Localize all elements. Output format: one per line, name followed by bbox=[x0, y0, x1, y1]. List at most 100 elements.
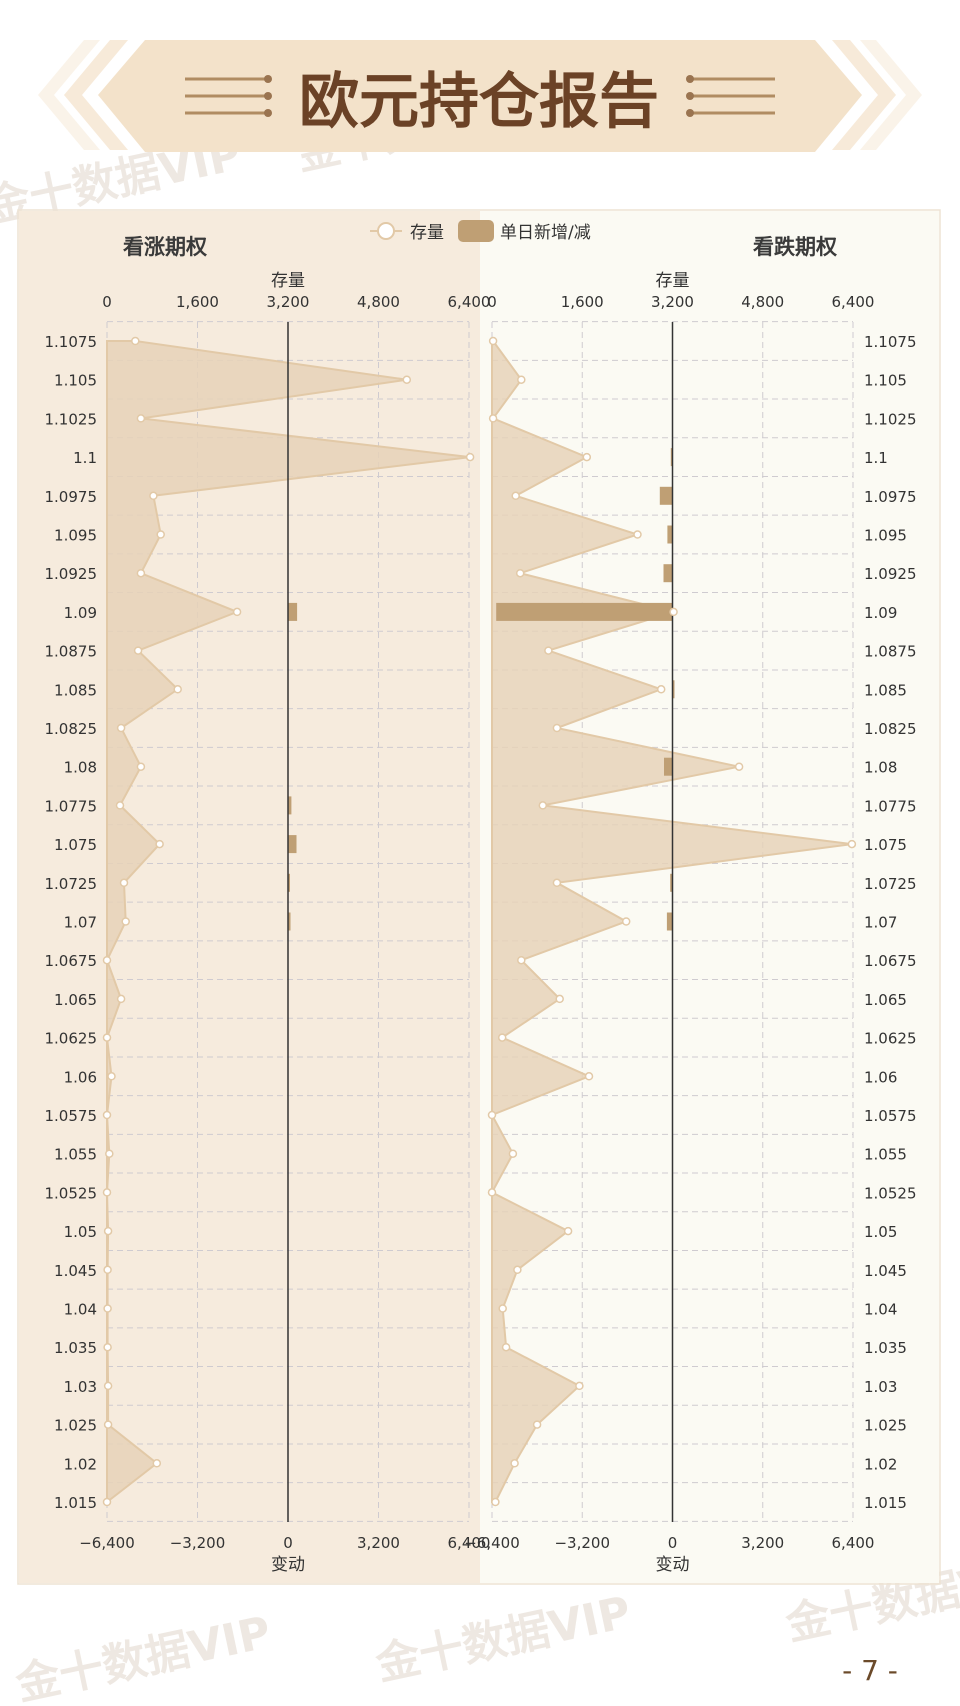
stock-point-1.06 bbox=[584, 1072, 594, 1081]
put-options-panel: 看跌期权 1.1075 1.105 1.1025 1.1 1.0975 1.095 1.092… bbox=[464, 235, 916, 1575]
stock-point-1.0875 bbox=[544, 646, 553, 655]
strike-label: 1.0625 bbox=[45, 1030, 98, 1048]
chart-frame bbox=[17, 209, 941, 1585]
bottom-tick-label: −6,400 bbox=[464, 1534, 520, 1552]
top-tick-label: 3,200 bbox=[267, 293, 310, 311]
strike-label: 1.05 bbox=[64, 1223, 97, 1241]
top-tick-label: 6,400 bbox=[832, 293, 875, 311]
top-axis-title: 存量 bbox=[271, 271, 305, 291]
stock-point-1.085 bbox=[656, 685, 666, 694]
stock-point-1.09 bbox=[232, 607, 242, 617]
change-bar-1.095 bbox=[667, 525, 673, 544]
strike-label: 1.075 bbox=[54, 836, 97, 854]
strike-label: 1.015 bbox=[54, 1494, 97, 1512]
strike-label: 1.09 bbox=[864, 604, 897, 622]
stock-point-1.0625 bbox=[497, 1033, 507, 1042]
stock-point-1.025 bbox=[532, 1420, 542, 1429]
strike-label: 1.105 bbox=[864, 372, 907, 390]
strike-label: 1.095 bbox=[54, 527, 97, 545]
strike-label: 1.025 bbox=[864, 1417, 907, 1435]
strike-label: 1.045 bbox=[864, 1262, 907, 1280]
strike-label: 1.03 bbox=[64, 1378, 97, 1396]
change-bar-1.0725 bbox=[288, 873, 290, 892]
stock-point-1.035 bbox=[103, 1342, 112, 1352]
stock-point-1.0875 bbox=[133, 646, 143, 655]
stock-point-1.1075 bbox=[488, 336, 498, 346]
stock-point-1.075 bbox=[155, 839, 164, 849]
bottom-axis-title: 变动 bbox=[656, 1555, 690, 1575]
change-bar-1.07 bbox=[288, 912, 291, 931]
top-tick-label: 1,600 bbox=[561, 293, 604, 311]
legend-change-swatch bbox=[458, 220, 494, 242]
legend: 存量 单日新增/减 bbox=[370, 220, 591, 243]
strike-label: 1.0775 bbox=[864, 797, 917, 815]
strike-label: 1.105 bbox=[54, 372, 97, 390]
change-bar-1.0925 bbox=[663, 564, 673, 583]
change-bar-1.075 bbox=[288, 835, 297, 854]
stock-point-1.0725 bbox=[552, 878, 562, 888]
bottom-tick-label: −3,200 bbox=[170, 1534, 226, 1552]
top-tick-label: 0 bbox=[102, 293, 112, 311]
stock-point-1.055 bbox=[105, 1149, 114, 1158]
stock-point-1.075 bbox=[847, 839, 857, 849]
stock-point-1.095 bbox=[633, 530, 642, 539]
stock-point-1.0525 bbox=[102, 1188, 112, 1197]
top-tick-label: 6,400 bbox=[448, 293, 491, 311]
top-tick-label: 4,800 bbox=[741, 293, 784, 311]
legend-stock-marker bbox=[377, 222, 395, 240]
banner-right-chevron-outer bbox=[832, 40, 896, 150]
strike-label: 1.04 bbox=[64, 1301, 97, 1319]
stock-point-1.1 bbox=[465, 452, 475, 462]
bottom-tick-label: 3,200 bbox=[741, 1534, 784, 1552]
strike-label: 1.085 bbox=[54, 681, 97, 699]
stock-point-1.0675 bbox=[102, 955, 112, 965]
strike-label: 1.055 bbox=[864, 1146, 907, 1164]
stock-point-1.05 bbox=[563, 1226, 573, 1236]
change-bar-1.09 bbox=[496, 602, 673, 621]
stock-point-1.04 bbox=[103, 1304, 112, 1313]
stock-point-1.095 bbox=[156, 530, 165, 539]
strike-label: 1.065 bbox=[864, 991, 907, 1009]
change-bar-1.0725 bbox=[670, 873, 673, 892]
call-options-panel: 看涨期权 1.1075 1.105 1.1025 1.1 1.0975 1.095 1.092… bbox=[45, 235, 491, 1575]
svg-text:金十数据VIP: 金十数据VIP bbox=[371, 1587, 636, 1691]
stock-point-1.07 bbox=[121, 917, 130, 926]
strike-label: 1.1 bbox=[864, 449, 888, 467]
stock-point-1.045 bbox=[513, 1265, 522, 1275]
strike-label: 1.06 bbox=[864, 1068, 897, 1086]
bottom-tick-label: −3,200 bbox=[554, 1534, 610, 1552]
banner-right-chevron-inner bbox=[860, 40, 922, 150]
banner-right-lines bbox=[690, 77, 775, 115]
stock-point-1.015 bbox=[491, 1497, 500, 1507]
strike-label: 1.035 bbox=[864, 1339, 907, 1357]
stock-point-1.105 bbox=[517, 375, 526, 384]
stock-point-1.1075 bbox=[131, 336, 140, 346]
banner-title: 欧元持仓报告 bbox=[299, 67, 659, 137]
title-banner: 欧元持仓报告 bbox=[38, 40, 922, 152]
strike-label: 1.035 bbox=[54, 1339, 97, 1357]
stock-point-1.08 bbox=[136, 762, 146, 771]
svg-text:金十数据VIP: 金十数据VIP bbox=[11, 1607, 276, 1706]
stock-point-1.0825 bbox=[116, 723, 126, 733]
strike-label: 1.0825 bbox=[45, 720, 98, 738]
stock-point-1.035 bbox=[501, 1342, 511, 1352]
stock-point-1.0775 bbox=[538, 801, 548, 810]
strike-label: 1.1025 bbox=[864, 410, 917, 428]
stock-point-1.1025 bbox=[488, 414, 498, 423]
strike-label: 1.07 bbox=[864, 914, 897, 932]
stock-point-1.085 bbox=[173, 685, 182, 694]
strike-label: 1.045 bbox=[54, 1262, 97, 1280]
change-bar-1.08 bbox=[664, 757, 673, 776]
bottom-tick-label: 6,400 bbox=[832, 1534, 875, 1552]
stock-point-1.0925 bbox=[515, 568, 525, 578]
change-bar-1.0775 bbox=[288, 796, 292, 815]
banner-left-lines bbox=[185, 77, 268, 115]
legend-change-label: 单日新增/减 bbox=[500, 223, 591, 243]
banner-left-dots bbox=[264, 75, 272, 117]
top-tick-label: 4,800 bbox=[357, 293, 400, 311]
strike-label: 1.015 bbox=[864, 1494, 907, 1512]
stock-point-1.03 bbox=[103, 1381, 113, 1391]
stock-point-1.0975 bbox=[149, 491, 158, 501]
bottom-axis-title: 变动 bbox=[271, 1555, 305, 1575]
top-tick-label: 1,600 bbox=[176, 293, 219, 311]
